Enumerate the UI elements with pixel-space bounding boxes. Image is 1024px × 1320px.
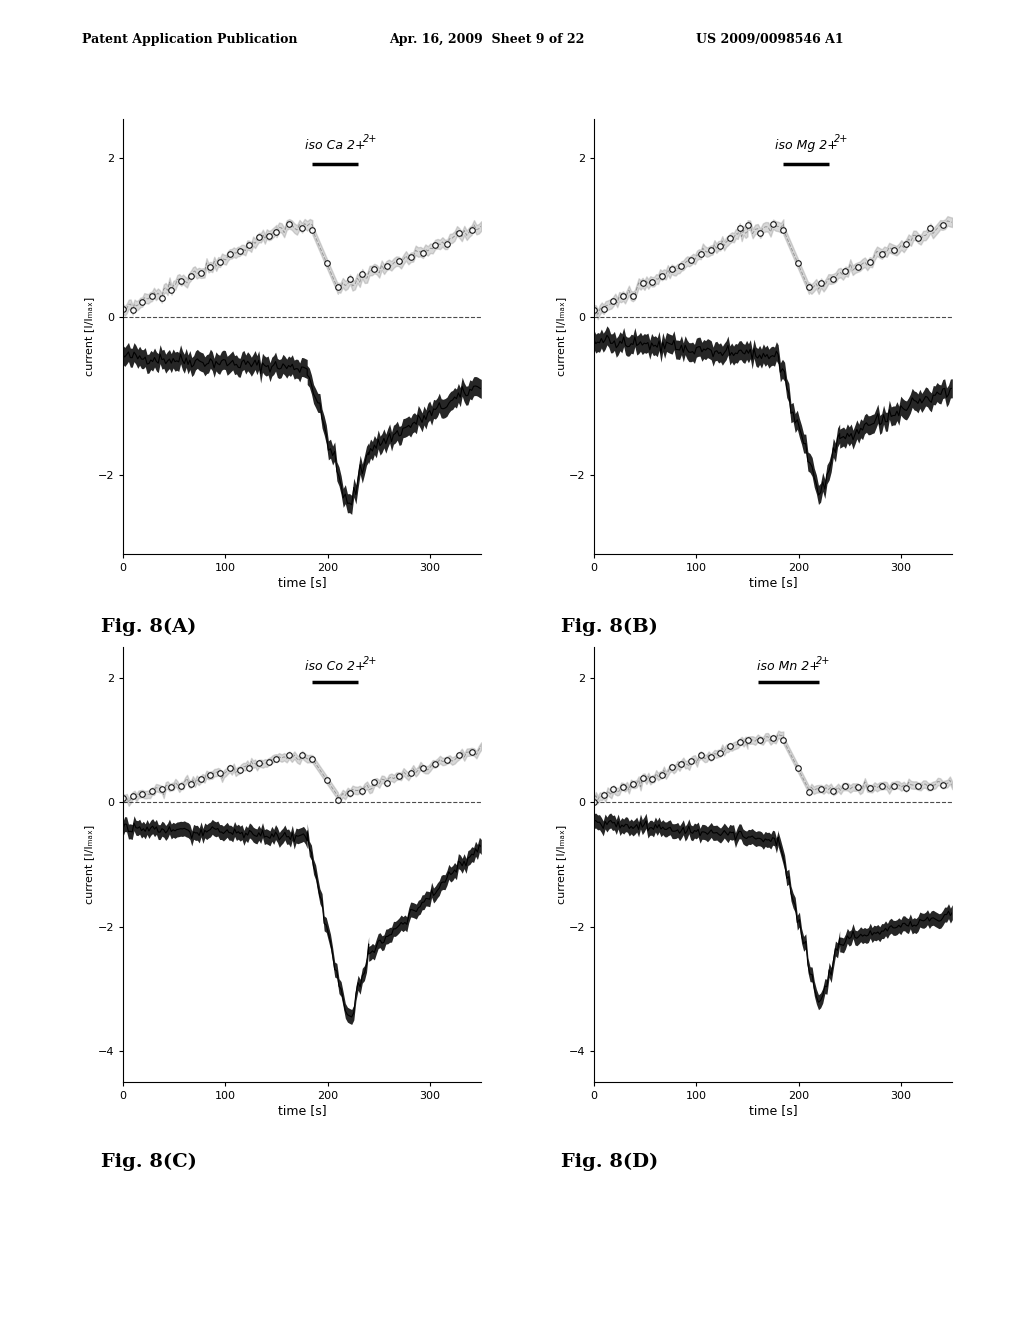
Text: 2+: 2+ [834, 133, 849, 144]
Text: iso Co 2+: iso Co 2+ [305, 660, 366, 673]
Text: iso Ca 2+: iso Ca 2+ [305, 139, 366, 152]
X-axis label: time [s]: time [s] [278, 1105, 327, 1117]
Text: 2+: 2+ [364, 133, 378, 144]
Text: Fig. 8(A): Fig. 8(A) [100, 618, 197, 636]
Text: Apr. 16, 2009  Sheet 9 of 22: Apr. 16, 2009 Sheet 9 of 22 [389, 33, 585, 46]
X-axis label: time [s]: time [s] [749, 577, 798, 589]
Y-axis label: current [I/Iₘₐₓ]: current [I/Iₘₐₓ] [85, 297, 94, 376]
Text: US 2009/0098546 A1: US 2009/0098546 A1 [696, 33, 844, 46]
Text: Fig. 8(D): Fig. 8(D) [561, 1152, 657, 1171]
Y-axis label: current [I/Iₘₐₓ]: current [I/Iₘₐₓ] [556, 825, 565, 904]
Text: iso Mn 2+: iso Mn 2+ [757, 660, 820, 673]
X-axis label: time [s]: time [s] [749, 1105, 798, 1117]
Text: iso Mg 2+: iso Mg 2+ [775, 139, 838, 152]
Y-axis label: current [I/Iₘₐₓ]: current [I/Iₘₐₓ] [556, 297, 565, 376]
Text: 2+: 2+ [816, 656, 830, 667]
X-axis label: time [s]: time [s] [278, 577, 327, 589]
Y-axis label: current [I/Iₘₐₓ]: current [I/Iₘₐₓ] [85, 825, 94, 904]
Text: 2+: 2+ [364, 656, 378, 667]
Text: Patent Application Publication: Patent Application Publication [82, 33, 297, 46]
Text: Fig. 8(C): Fig. 8(C) [100, 1152, 197, 1171]
Text: Fig. 8(B): Fig. 8(B) [561, 618, 657, 636]
